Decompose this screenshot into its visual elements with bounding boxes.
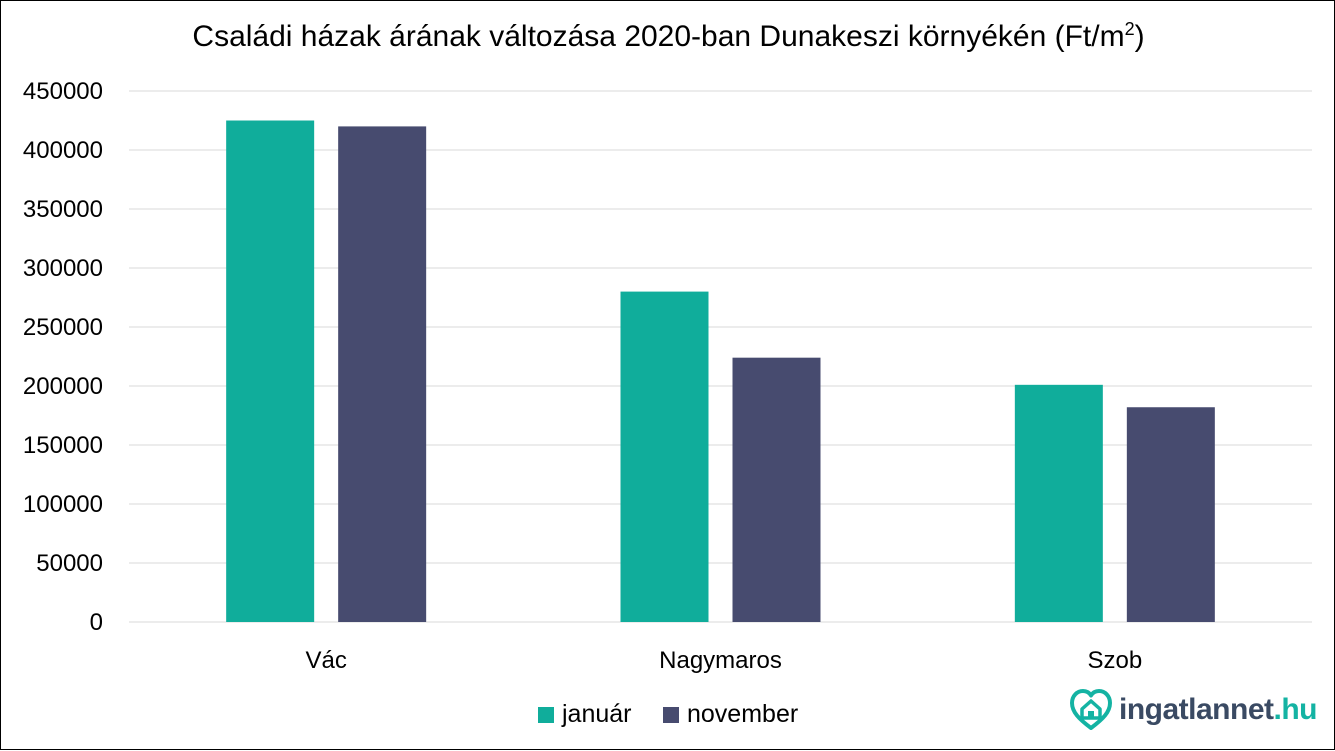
house-heart-icon <box>1070 689 1112 730</box>
x-category-label: Nagymaros <box>659 647 782 674</box>
legend-swatch-january <box>538 706 554 723</box>
legend: január november <box>1 700 1335 730</box>
bar-november-0 <box>338 126 427 623</box>
legend-label-november: november <box>687 700 799 728</box>
chart-title-main: Családi házak árának változása 2020-ban … <box>192 20 1125 53</box>
legend-item-november: november <box>663 700 798 729</box>
y-tick-label: 150000 <box>23 432 103 459</box>
logo-name: ingatlannet <box>1119 693 1274 726</box>
grid-lines <box>129 90 1312 623</box>
y-tick-label: 350000 <box>23 196 103 223</box>
x-axis-categories: Vác Nagymaros Szob <box>305 647 1142 674</box>
logo-suffix: .hu <box>1273 693 1318 726</box>
y-tick-label: 400000 <box>23 137 103 164</box>
x-category-label: Vác <box>305 647 346 674</box>
y-tick-label: 300000 <box>23 255 103 282</box>
legend-label-january: január <box>562 700 632 728</box>
chart-title-end: ) <box>1134 20 1145 53</box>
bars <box>226 120 1215 623</box>
logo: ingatlannet.hu <box>1069 685 1319 735</box>
bar-january-2 <box>1014 384 1103 622</box>
bar-january-1 <box>620 291 709 622</box>
bar-january-0 <box>226 120 315 622</box>
bar-november-1 <box>732 357 821 622</box>
y-tick-label: 250000 <box>23 314 103 341</box>
legend-swatch-november <box>663 706 679 723</box>
y-tick-label: 100000 <box>23 491 103 518</box>
y-tick-label: 0 <box>90 609 103 636</box>
y-tick-label: 450000 <box>23 78 103 105</box>
y-tick-label: 200000 <box>23 373 103 400</box>
y-axis-ticks: 0 50000 100000 150000 200000 250000 300000 3500… <box>23 78 103 636</box>
bar-november-2 <box>1126 407 1215 622</box>
y-tick-label: 50000 <box>36 550 103 577</box>
chart-title-superscript: 2 <box>1124 19 1135 39</box>
chart-title: Családi házak árának változása 2020-ban … <box>1 19 1335 54</box>
x-category-label: Szob <box>1087 647 1142 674</box>
logo-text: ingatlannet.hu <box>1119 693 1318 727</box>
legend-item-january: január <box>538 700 632 729</box>
